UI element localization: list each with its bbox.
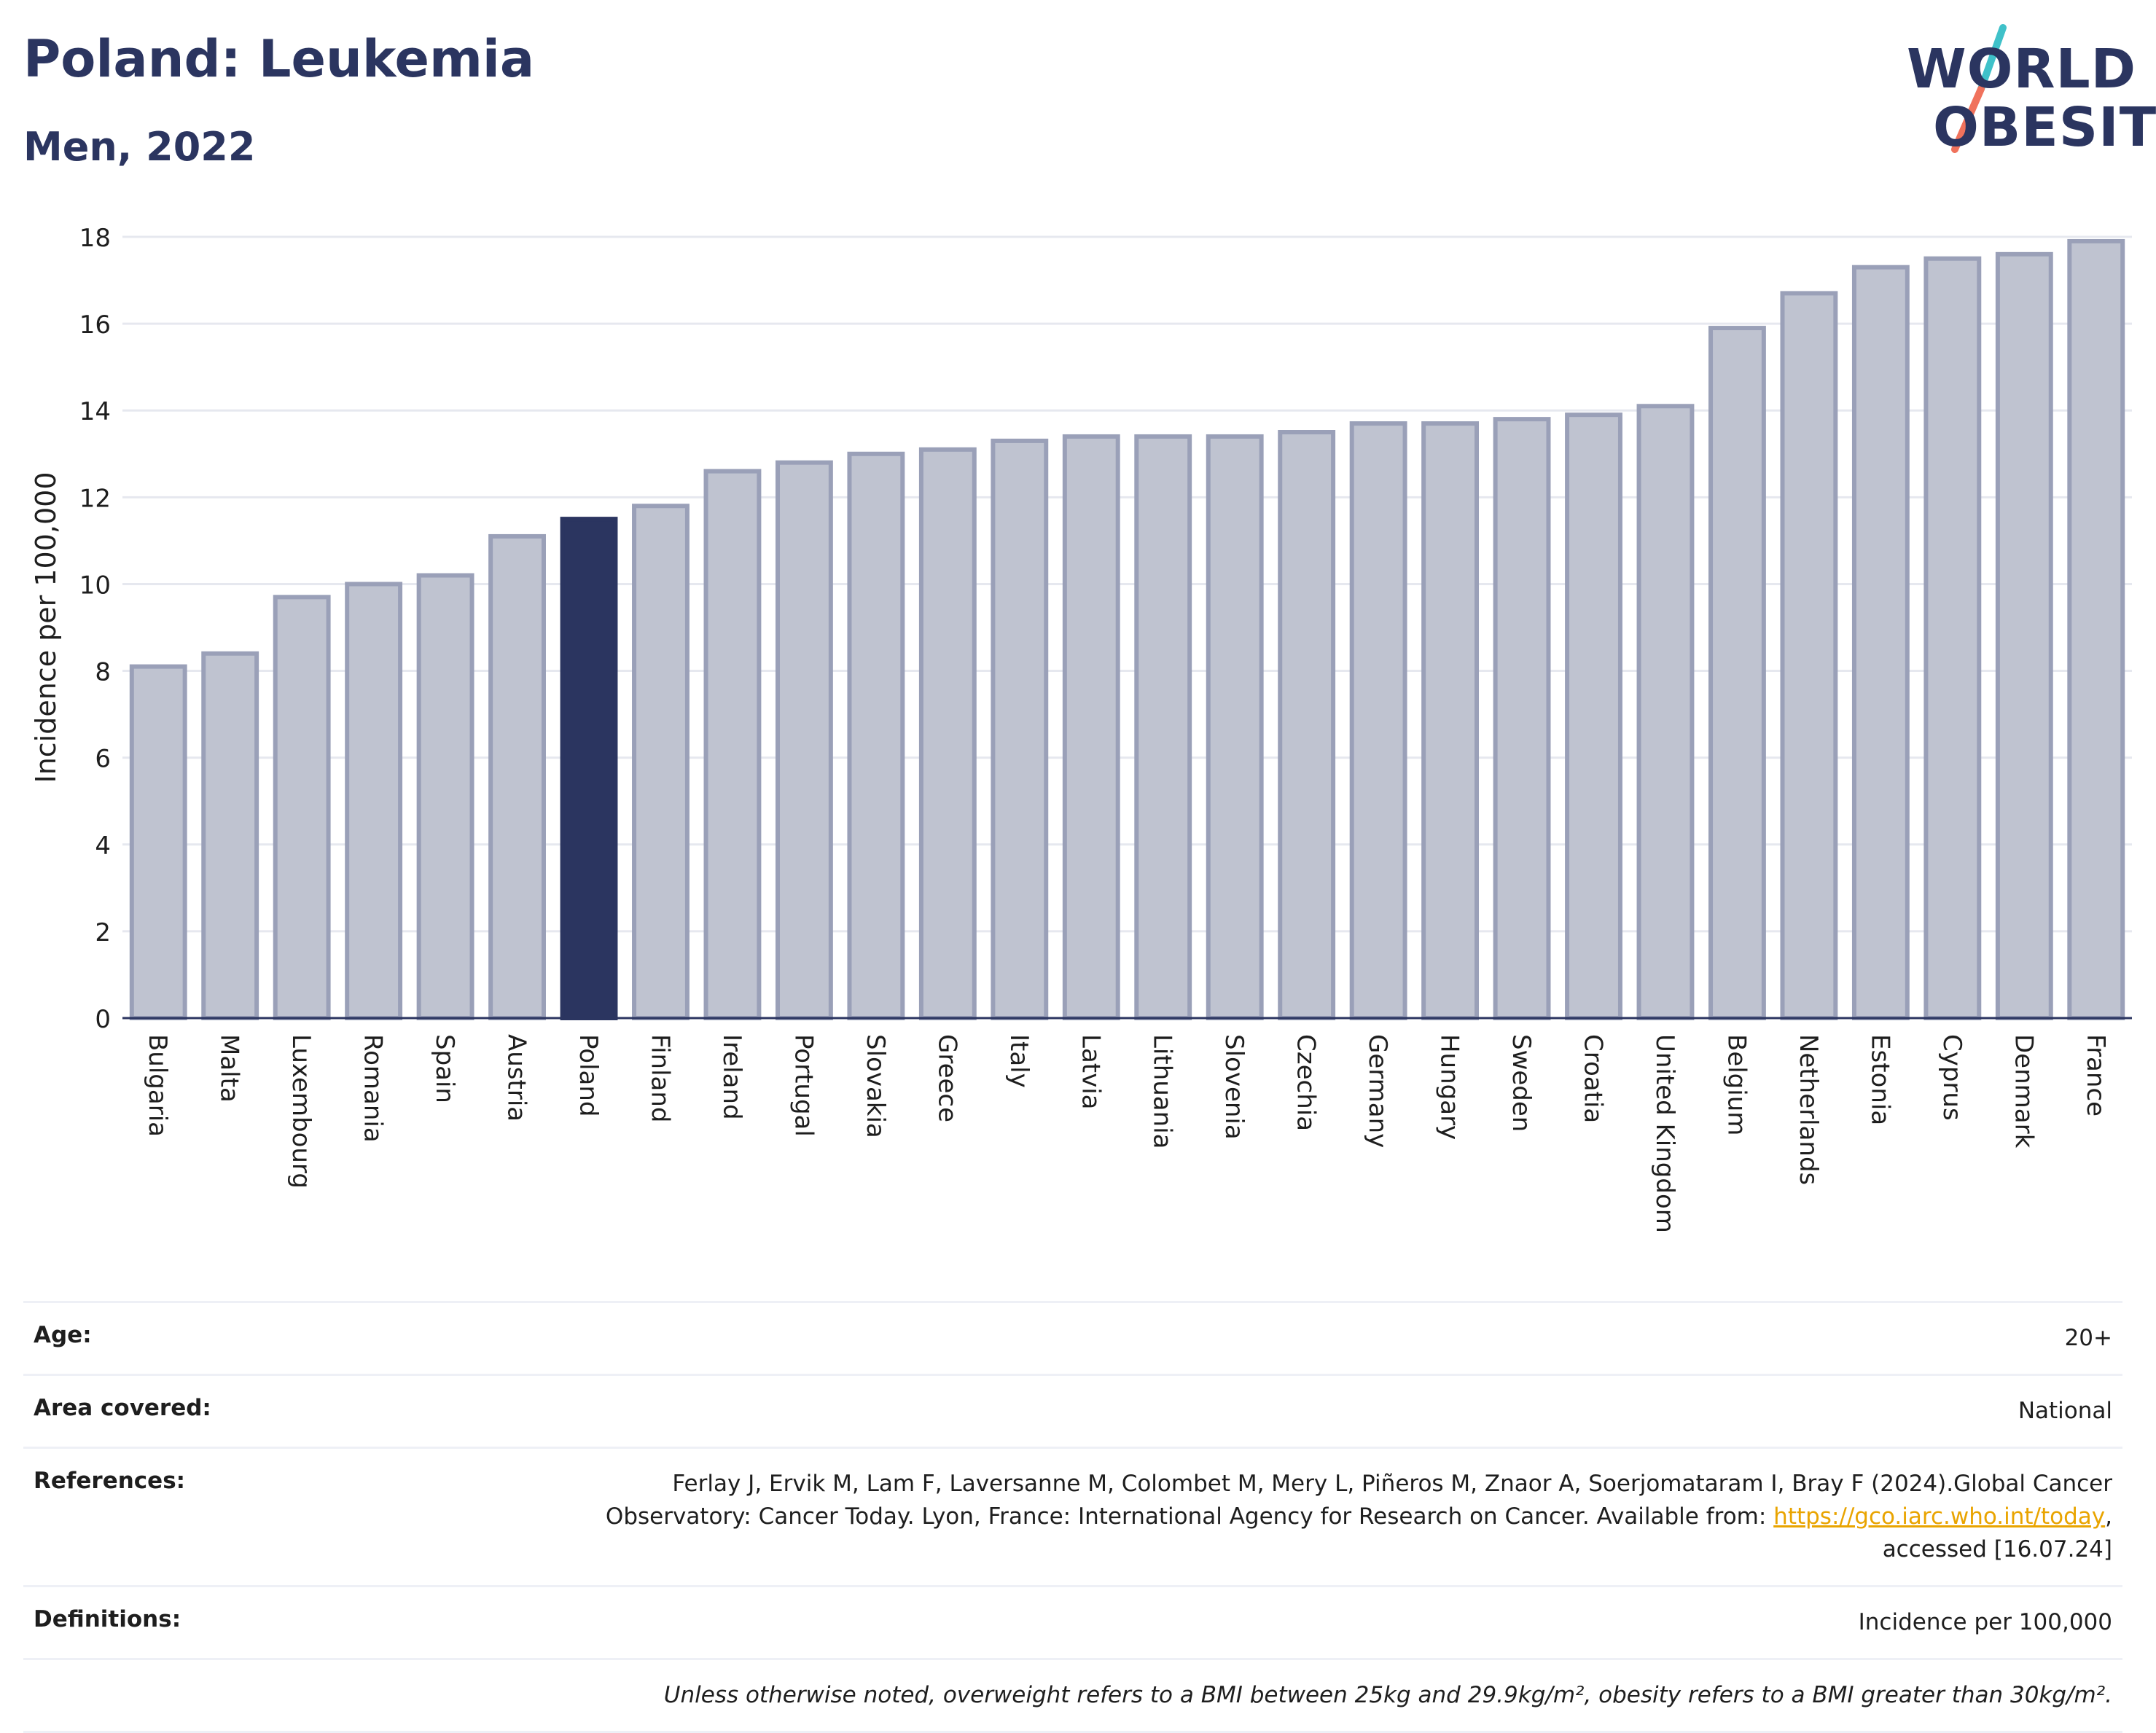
reference-text-2: Observatory: Cancer Today. Lyon, France:… — [605, 1503, 1774, 1530]
bar-estonia[interactable] — [1851, 265, 1910, 1021]
meta-row-definitions: Definitions: Incidence per 100,000 — [23, 1584, 2122, 1658]
x-tick-label: Hungary — [1435, 1034, 1464, 1140]
meta-references-value: Ferlay J, Ervik M, Lam F, Laversanne M, … — [606, 1468, 2112, 1566]
x-tick-label: Slovenia — [1219, 1034, 1249, 1140]
x-tick-label: Croatia — [1579, 1034, 1608, 1123]
y-axis-label: Incidence per 100,000 — [30, 472, 62, 783]
x-tick-label: Italy — [1004, 1034, 1034, 1088]
x-tick-label: Czechia — [1292, 1034, 1321, 1131]
bar-bulgaria[interactable] — [129, 664, 187, 1020]
logo-slash-icon — [1951, 24, 2007, 153]
chart-bars — [129, 238, 2125, 1021]
meta-area-label: Area covered: — [34, 1394, 211, 1421]
page-subtitle: Men, 2022 — [23, 124, 256, 170]
world-obesity-logo: WORLD OBESITY — [1895, 22, 2156, 160]
bar-luxembourg[interactable] — [273, 595, 331, 1020]
x-tick-label: Denmark — [2009, 1034, 2038, 1149]
meta-definitions-value: Incidence per 100,000 — [1858, 1608, 2112, 1635]
x-tick-label: Spain — [430, 1034, 459, 1103]
bar-lithuania[interactable] — [1134, 434, 1192, 1020]
y-tick-label: 2 — [95, 918, 111, 947]
bar-poland[interactable] — [560, 517, 618, 1021]
bar-latvia[interactable] — [1062, 434, 1120, 1020]
bar-denmark[interactable] — [1995, 251, 2053, 1020]
x-tick-label: Cyprus — [1937, 1034, 1966, 1121]
bar-germany[interactable] — [1349, 421, 1407, 1021]
x-tick-label: United Kingdom — [1650, 1034, 1679, 1233]
meta-definitions-label: Definitions: — [34, 1605, 181, 1632]
bar-spain[interactable] — [416, 573, 474, 1020]
bar-france[interactable] — [2067, 238, 2125, 1020]
x-tick-label: Malta — [215, 1034, 244, 1103]
meta-row-note: Unless otherwise noted, overweight refer… — [23, 1657, 2122, 1733]
y-tick-label: 18 — [79, 224, 111, 253]
y-tick-label: 14 — [79, 397, 111, 426]
x-tick-label: Germany — [1363, 1034, 1392, 1148]
y-axis-ticks: 0 2 4 6 8 10 12 14 16 18 — [79, 224, 111, 1034]
bar-slovakia[interactable] — [847, 451, 905, 1020]
y-tick-label: 8 — [95, 658, 111, 687]
bar-hungary[interactable] — [1421, 421, 1480, 1021]
x-tick-label: Ireland — [717, 1034, 746, 1120]
bar-sweden[interactable] — [1493, 417, 1551, 1020]
x-tick-label: Luxembourg — [286, 1034, 316, 1189]
x-tick-label: France — [2081, 1034, 2110, 1116]
meta-age-label: Age: — [34, 1322, 92, 1348]
y-tick-label: 4 — [95, 832, 111, 861]
x-tick-label: Sweden — [1507, 1034, 1536, 1132]
x-tick-label: Netherlands — [1794, 1034, 1823, 1185]
x-tick-label: Portugal — [789, 1034, 818, 1137]
page-title: Poland: Leukemia — [23, 29, 535, 89]
x-tick-label: Latvia — [1076, 1034, 1105, 1110]
x-tick-label: Estonia — [1865, 1034, 1894, 1125]
bar-czechia[interactable] — [1278, 430, 1336, 1020]
reference-link[interactable]: https://gco.iarc.who.int/today — [1773, 1503, 2106, 1530]
bar-finland[interactable] — [632, 504, 690, 1020]
metadata-table: Age: 20+ Area covered: National Referenc… — [23, 1301, 2122, 1733]
bar-ireland[interactable] — [703, 469, 762, 1021]
bar-chart: 0 2 4 6 8 10 12 14 16 18 Bulgaria Malta Luxembourg R… — [30, 224, 2132, 1233]
bar-slovenia[interactable] — [1206, 434, 1264, 1020]
bar-italy[interactable] — [991, 438, 1049, 1020]
x-tick-label: Romania — [359, 1034, 388, 1143]
y-tick-label: 6 — [95, 745, 111, 774]
meta-age-value: 20+ — [2064, 1325, 2112, 1351]
meta-row-area: Area covered: National — [23, 1373, 2122, 1447]
bar-cyprus[interactable] — [1923, 256, 1982, 1020]
meta-row-references: References: Ferlay J, Ervik M, Lam F, La… — [23, 1446, 2122, 1585]
x-tick-label: Lithuania — [1148, 1034, 1177, 1149]
y-tick-label: 12 — [79, 484, 111, 513]
meta-row-age: Age: 20+ — [23, 1301, 2122, 1374]
meta-note: Unless otherwise noted, overweight refer… — [663, 1681, 2112, 1708]
x-tick-label: Belgium — [1722, 1034, 1751, 1135]
logo-line-1: WORLD — [1907, 38, 2137, 101]
meta-area-value: National — [2018, 1397, 2112, 1424]
bar-romania[interactable] — [345, 582, 403, 1020]
x-tick-label: Austria — [502, 1034, 531, 1122]
x-axis-ticks: Bulgaria Malta Luxembourg Romania Spain Austr… — [143, 1034, 2110, 1233]
x-tick-label: Finland — [645, 1034, 674, 1123]
reference-text-4: accessed [16.07.24] — [1882, 1536, 2112, 1562]
y-tick-label: 10 — [79, 571, 111, 600]
bar-portugal[interactable] — [775, 460, 833, 1020]
reference-text-3: , — [2105, 1503, 2112, 1530]
x-tick-label: Slovakia — [861, 1034, 890, 1138]
logo-line-2: OBESITY — [1933, 96, 2156, 159]
reference-text-1: Ferlay J, Ervik M, Lam F, Laversanne M, … — [672, 1470, 2112, 1497]
bar-austria[interactable] — [488, 533, 546, 1020]
bar-netherlands[interactable] — [1780, 291, 1838, 1020]
bar-belgium[interactable] — [1708, 326, 1766, 1021]
y-tick-label: 0 — [95, 1005, 111, 1034]
bar-malta[interactable] — [201, 651, 259, 1020]
x-tick-label: Bulgaria — [143, 1034, 172, 1137]
bar-greece[interactable] — [918, 447, 977, 1021]
bar-croatia[interactable] — [1565, 412, 1622, 1020]
x-tick-label: Poland — [574, 1034, 603, 1117]
bar-united-kingdom[interactable] — [1636, 404, 1695, 1020]
meta-references-label: References: — [34, 1467, 186, 1494]
x-tick-label: Greece — [932, 1034, 961, 1122]
y-tick-label: 16 — [79, 310, 111, 340]
